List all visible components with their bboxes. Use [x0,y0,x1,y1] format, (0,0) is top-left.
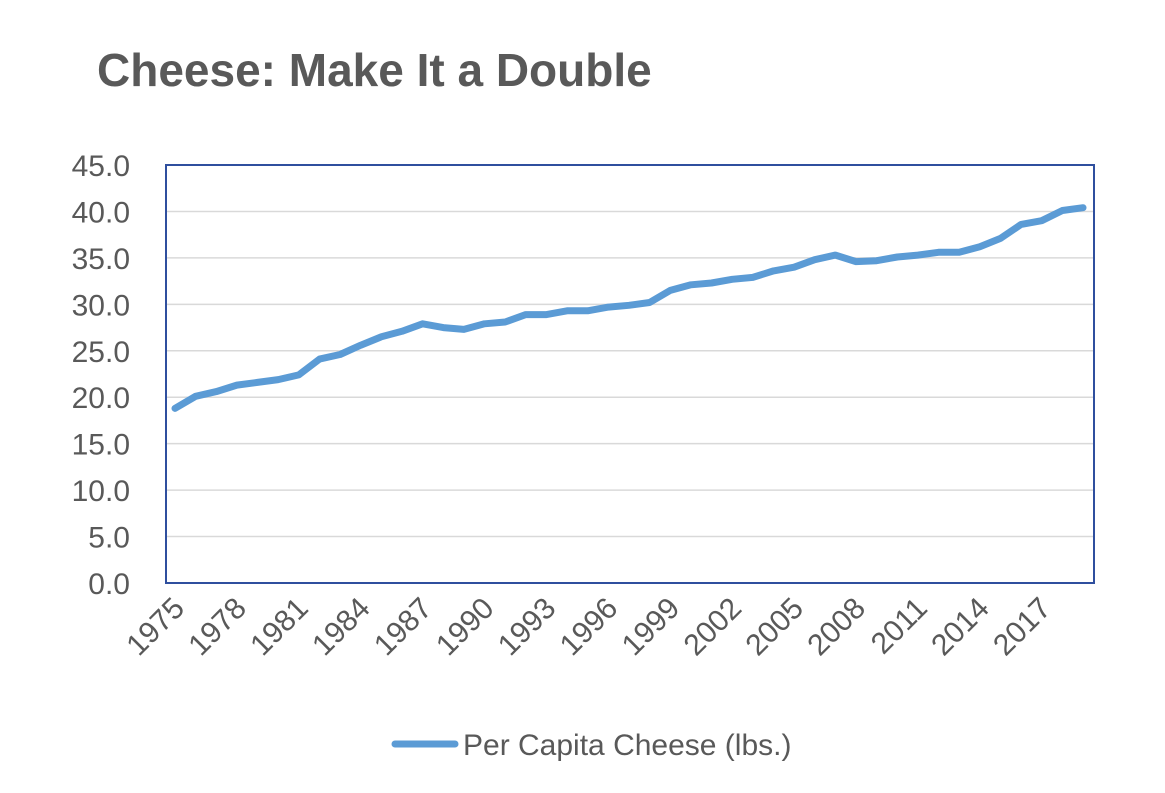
y-axis-tick-labels: 0.0 5.0 10.0 15.0 20.0 25.0 30.0 35.0 40.0 45.0 [72,150,130,601]
x-tick-label: 1984 [306,592,377,663]
x-tick-label: 1993 [492,592,563,663]
x-axis-tick-labels: 1975197819811984198719901993199619992002… [120,592,1057,663]
legend: Per Capita Cheese (lbs.) [391,729,791,762]
plot-area-border [165,164,1095,584]
x-tick-label: 2008 [801,592,872,663]
y-tick-label: 40.0 [72,196,130,229]
x-tick-label: 2014 [925,592,996,663]
legend-label: Per Capita Cheese (lbs.) [463,729,791,762]
y-tick-label: 35.0 [72,243,130,276]
y-tick-label: 10.0 [72,475,130,508]
x-tick-label: 1978 [182,592,253,663]
y-tick-label: 20.0 [72,382,130,415]
x-tick-label: 1999 [616,592,687,663]
x-tick-label: 1975 [120,592,191,663]
x-tick-label: 2005 [740,592,811,663]
y-tick-label: 25.0 [72,336,130,369]
series-line [171,204,1087,412]
y-tick-label: 15.0 [72,429,130,462]
x-tick-label: 1996 [554,592,625,663]
series-lines [171,204,1087,412]
y-tick-label: 0.0 [88,568,130,601]
x-tick-label: 2011 [865,592,934,661]
x-tick-label: 2002 [678,592,749,663]
chart-title: Cheese: Make It a Double [97,44,652,96]
y-tick-label: 30.0 [72,289,130,322]
x-tick-label: 1990 [430,592,501,663]
x-tick-label: 1987 [368,592,439,663]
y-tick-label: 5.0 [88,522,130,555]
y-tick-label: 45.0 [72,150,130,183]
x-tick-label: 1981 [244,592,315,663]
x-tick-label: 2017 [987,592,1058,663]
